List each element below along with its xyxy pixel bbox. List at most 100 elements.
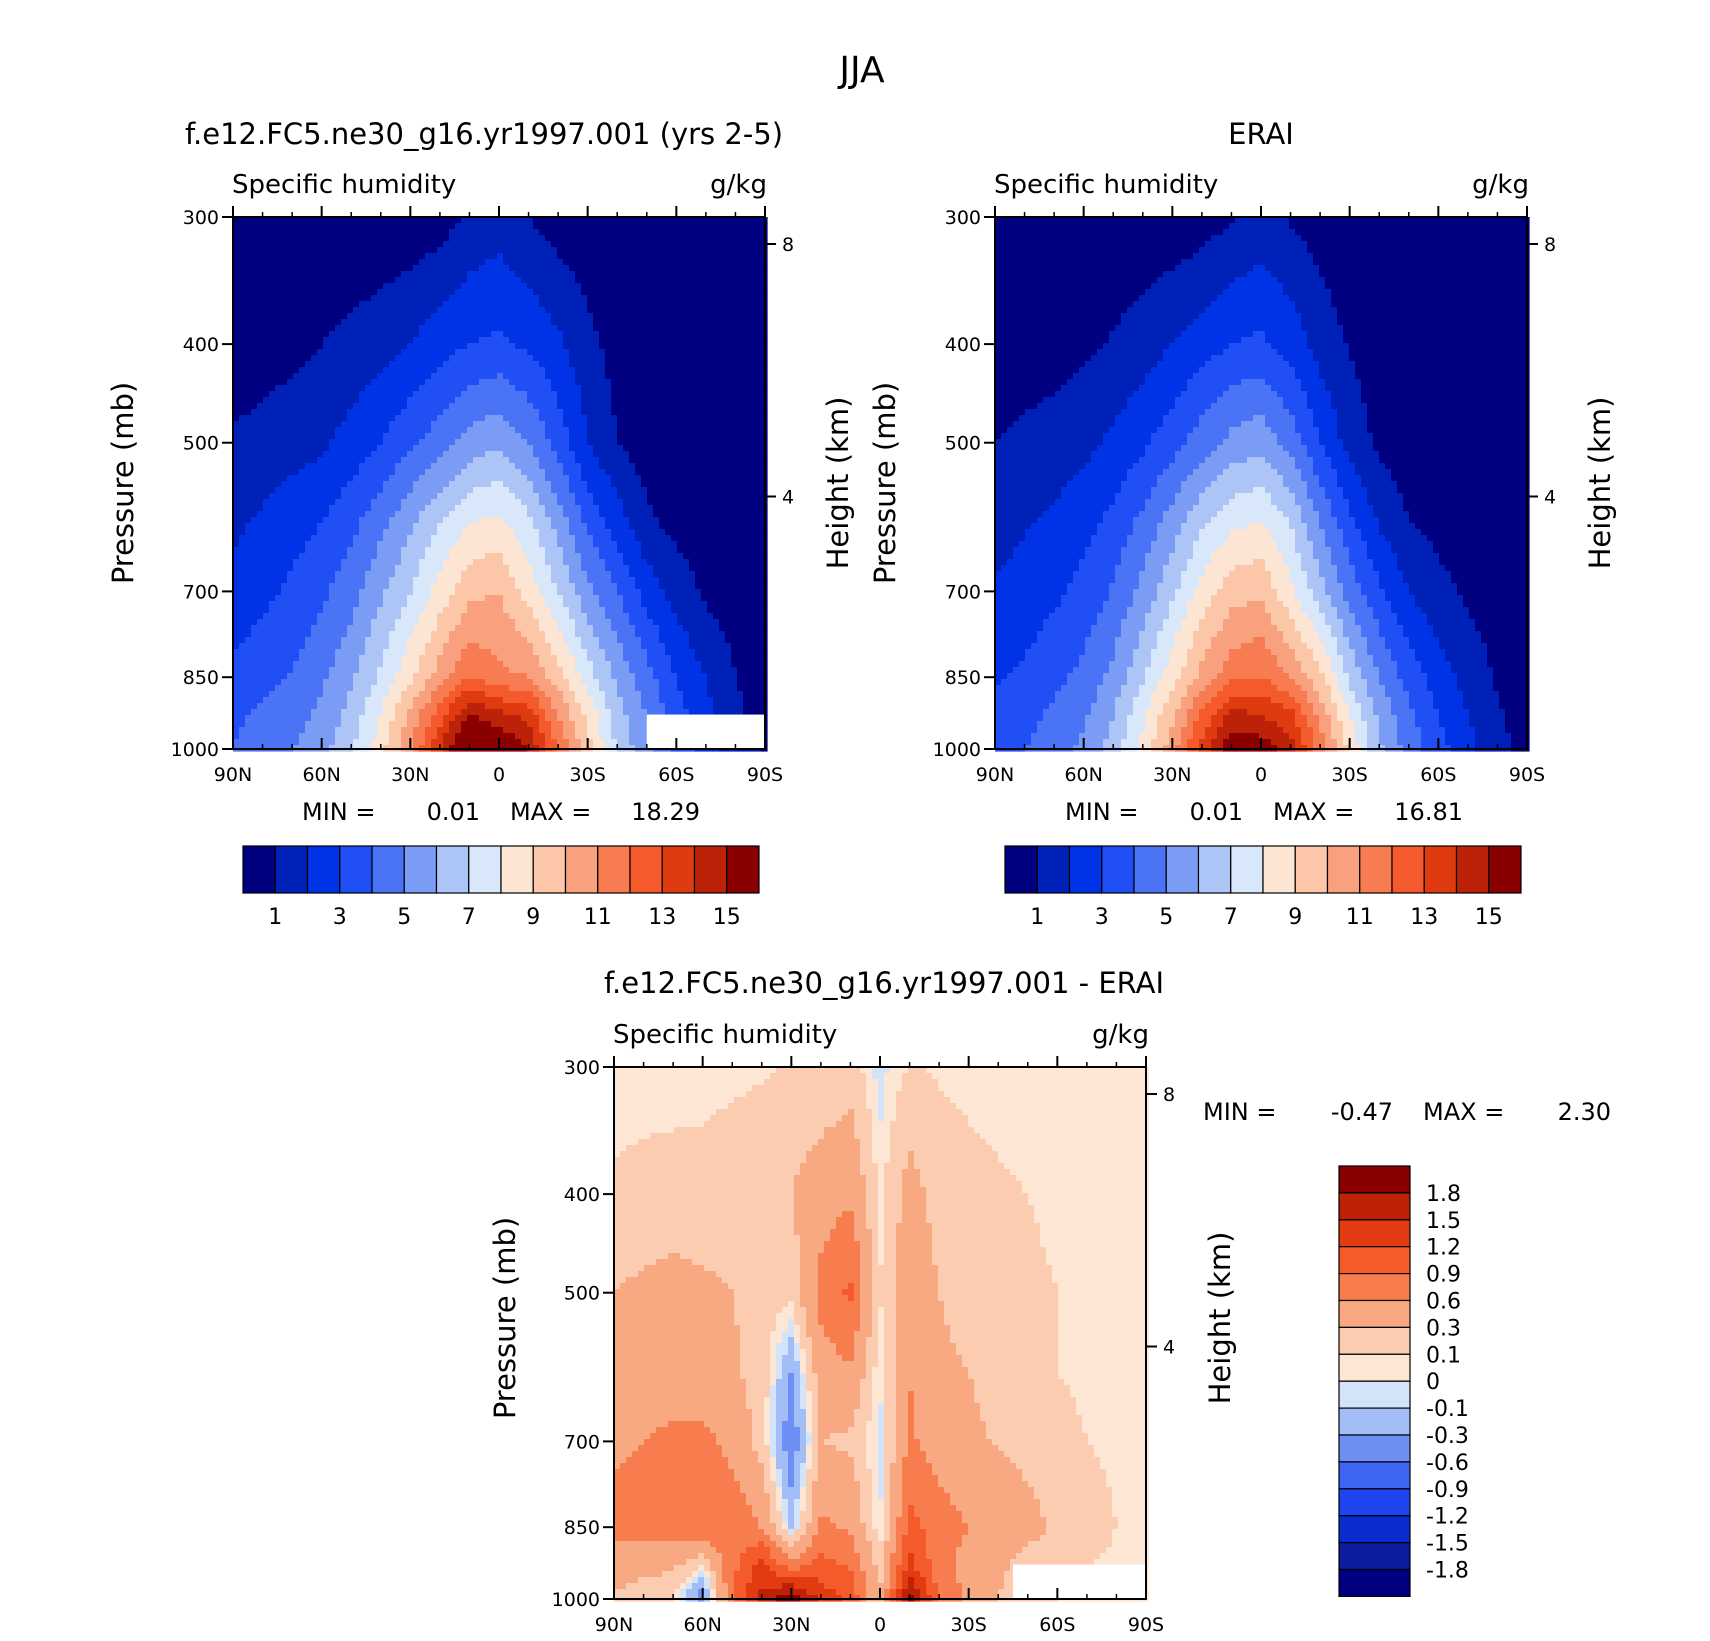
contour-cell: [635, 379, 642, 386]
contour-cell: [575, 235, 582, 242]
contour-cell: [647, 379, 654, 386]
contour-cell: [557, 517, 564, 524]
contour-cell: [725, 217, 732, 224]
contour-cell: [551, 253, 558, 260]
contour-cell: [467, 241, 474, 248]
contour-cell: [383, 379, 390, 386]
contour-cell: [407, 241, 414, 248]
contour-cell: [587, 379, 594, 386]
contour-cell: [359, 541, 366, 548]
contour-cell: [263, 493, 270, 500]
contour-cell: [257, 403, 264, 410]
contour-cell: [377, 289, 384, 296]
contour-cell: [707, 397, 714, 404]
contour-cell: [299, 385, 306, 392]
contour-cell: [443, 535, 450, 542]
contour-cell: [635, 499, 642, 506]
contour-cell: [497, 331, 504, 338]
contour-cell: [557, 457, 564, 464]
contour-cell: [533, 529, 540, 536]
contour-cell: [437, 469, 444, 476]
contour-cell: [755, 349, 762, 356]
contour-cell: [467, 337, 474, 344]
contour-cell: [389, 439, 396, 446]
contour-cell: [335, 367, 342, 374]
contour-cell: [719, 445, 726, 452]
contour-cell: [707, 361, 714, 368]
contour-cell: [455, 385, 462, 392]
contour-cell: [629, 247, 636, 254]
contour-cell: [389, 343, 396, 350]
contour-cell: [551, 433, 558, 440]
contour-cell: [707, 511, 714, 518]
contour-cell: [413, 355, 420, 362]
contour-cell: [485, 367, 492, 374]
contour-cell: [515, 367, 522, 374]
contour-cell: [353, 421, 360, 428]
contour-cell: [431, 361, 438, 368]
contour-cell: [317, 289, 324, 296]
contour-cell: [533, 427, 540, 434]
contour-cell: [731, 331, 738, 338]
contour-cell: [665, 517, 672, 524]
contour-cell: [695, 421, 702, 428]
contour-cell: [599, 445, 606, 452]
contour-cell: [683, 283, 690, 290]
contour-cell: [329, 403, 336, 410]
contour-cell: [359, 379, 366, 386]
contour-cell: [449, 523, 456, 530]
contour-cell: [341, 487, 348, 494]
contour-cell: [587, 307, 594, 314]
contour-cell: [389, 511, 396, 518]
contour-cell: [437, 445, 444, 452]
contour-cell: [269, 301, 276, 308]
contour-cell: [599, 337, 606, 344]
contour-cell: [503, 349, 510, 356]
contour-cell: [569, 397, 576, 404]
contour-cell: [599, 349, 606, 356]
contour-cell: [329, 241, 336, 248]
contour-cell: [659, 313, 666, 320]
contour-cell: [455, 223, 462, 230]
contour-cell: [683, 505, 690, 512]
contour-cell: [515, 409, 522, 416]
contour-cell: [557, 391, 564, 398]
contour-cell: [275, 463, 282, 470]
contour-cell: [299, 493, 306, 500]
contour-cell: [503, 511, 510, 518]
contour-cell: [653, 517, 660, 524]
contour-cell: [569, 481, 576, 488]
contour-cell: [509, 319, 516, 326]
contour-cell: [455, 475, 462, 482]
contour-cell: [731, 379, 738, 386]
contour-cell: [431, 391, 438, 398]
contour-cell: [245, 499, 252, 506]
contour-cell: [443, 541, 450, 548]
contour-cell: [557, 223, 564, 230]
contour-cell: [341, 367, 348, 374]
contour-cell: [701, 385, 708, 392]
contour-cell: [359, 469, 366, 476]
contour-cell: [611, 235, 618, 242]
contour-cell: [533, 361, 540, 368]
contour-cell: [725, 433, 732, 440]
contour-cell: [557, 307, 564, 314]
contour-cell: [695, 283, 702, 290]
contour-cell: [359, 271, 366, 278]
contour-cell: [461, 349, 468, 356]
contour-cell: [395, 547, 402, 554]
contour-cell: [719, 535, 726, 542]
contour-cell: [689, 319, 696, 326]
contour-cell: [737, 319, 744, 326]
contour-cell: [245, 385, 252, 392]
contour-cell: [659, 487, 666, 494]
contour-cell: [371, 379, 378, 386]
contour-cell: [701, 229, 708, 236]
contour-cell: [239, 403, 246, 410]
contour-cell: [401, 547, 408, 554]
contour-cell: [533, 241, 540, 248]
contour-cell: [317, 523, 324, 530]
contour-cell: [749, 337, 756, 344]
contour-cell: [323, 505, 330, 512]
contour-cell: [479, 247, 486, 254]
